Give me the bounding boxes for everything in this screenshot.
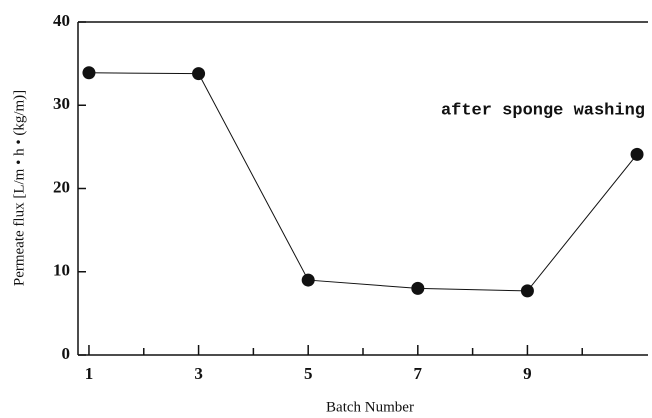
y-tick-label: 20: [53, 177, 70, 196]
y-tick-label: 30: [53, 94, 70, 113]
data-point: [630, 147, 644, 161]
data-point: [520, 284, 534, 298]
y-tick-label: 40: [53, 11, 70, 30]
data-point: [192, 67, 206, 81]
data-point: [301, 273, 315, 287]
annotation: after sponge washing: [441, 101, 645, 120]
y-tick-label: 10: [53, 261, 70, 280]
data-point: [411, 281, 425, 295]
x-tick-label: 1: [85, 364, 94, 383]
y-axis-label: Permeate flux [L/m • h • (kg/m)]: [11, 90, 27, 286]
series-line: [88, 72, 638, 292]
y-tick-label: 0: [62, 344, 71, 363]
data-point: [82, 66, 96, 80]
x-tick-label: 5: [304, 364, 313, 383]
x-axis-label: Batch Number: [326, 399, 414, 415]
x-tick-label: 3: [194, 364, 203, 383]
x-tick-label: 9: [523, 364, 532, 383]
x-tick-label: 7: [414, 364, 423, 383]
